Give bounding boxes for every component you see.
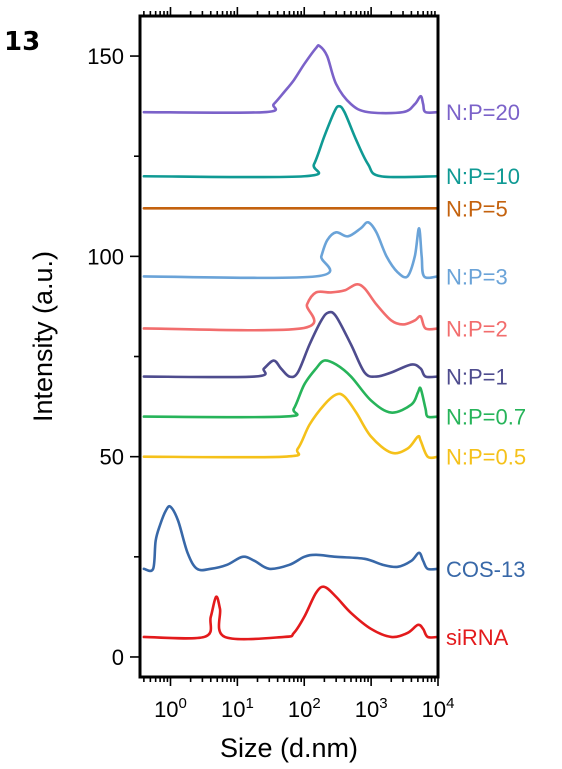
y-tick-label: 0 — [112, 645, 124, 670]
series-label-0: siRNA — [446, 625, 509, 650]
x-tick-label: 102 — [288, 695, 321, 722]
series-line-9 — [142, 44, 440, 115]
series-label-6: N:P=3 — [446, 264, 508, 289]
series-labels: siRNA COS-13 N:P=0.5 N:P=0.7 N:P=1 N:P=2 N:P=3… — [446, 100, 526, 650]
series-label-8: N:P=10 — [446, 164, 520, 189]
series-line-5 — [142, 283, 440, 332]
y-tick-label: 150 — [87, 44, 124, 69]
series-line-4 — [142, 310, 440, 379]
series-layer — [142, 44, 440, 641]
plot-frame — [138, 14, 440, 679]
series-label-5: N:P=2 — [446, 316, 508, 341]
series-label-4: N:P=1 — [446, 365, 508, 390]
series-line-0 — [142, 585, 440, 641]
y-tick-label: 100 — [87, 244, 124, 269]
y-tick-label: 50 — [100, 445, 124, 470]
x-tick-label: 101 — [221, 695, 254, 722]
x-axis-title: Size (d.nm) — [220, 733, 358, 763]
y-axis: 0 50 100 150 — [87, 44, 140, 670]
series-label-7: N:P=5 — [446, 196, 508, 221]
x-tick-label: 104 — [422, 695, 455, 722]
series-line-2 — [142, 392, 440, 460]
y-axis-title: Intensity (a.u.) — [28, 251, 58, 422]
series-line-1 — [142, 504, 440, 573]
plot-area: 100 101 102 103 104 0 50 100 150 siRNA COS-13 N:P… — [87, 7, 526, 722]
x-tick-label: 103 — [355, 695, 388, 722]
series-label-9: N:P=20 — [446, 100, 520, 125]
x-axis: 100 101 102 103 104 — [143, 7, 455, 722]
series-label-3: N:P=0.7 — [446, 405, 526, 430]
series-line-6 — [142, 220, 440, 280]
series-label-1: COS-13 — [446, 557, 525, 582]
x-tick-label: 100 — [154, 695, 187, 722]
panel-label: 13 — [4, 27, 40, 57]
series-line-8 — [142, 104, 440, 179]
series-label-2: N:P=0.5 — [446, 445, 526, 470]
series-line-3 — [142, 359, 440, 419]
